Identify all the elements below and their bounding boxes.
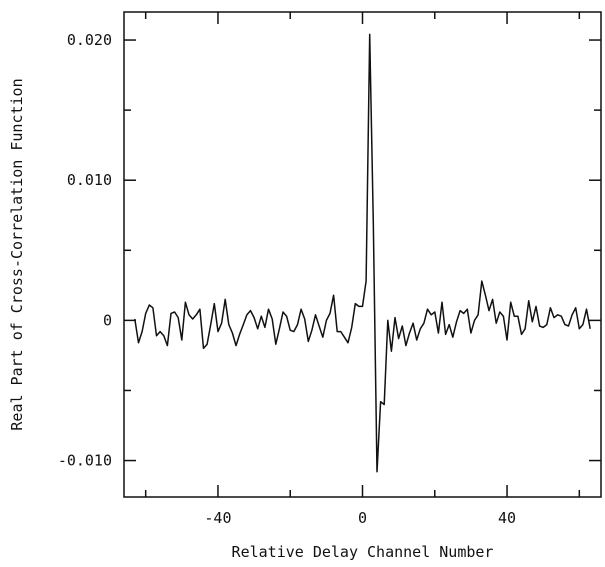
plot-frame bbox=[123, 11, 602, 498]
x-axis-title: Relative Delay Channel Number bbox=[232, 543, 494, 561]
x-tick-label: 0 bbox=[358, 509, 367, 527]
series-line bbox=[134, 33, 591, 473]
x-tick-label: 40 bbox=[498, 509, 516, 527]
x-tick-label: -40 bbox=[204, 509, 231, 527]
tick-labels-layer: -40 0 40 0.020 0.010 0 -0.010 bbox=[58, 31, 516, 527]
y-tick-label: 0.020 bbox=[67, 31, 112, 49]
ticks-layer bbox=[124, 12, 601, 497]
y-tick-label: 0.010 bbox=[67, 171, 112, 189]
y-axis-title: Real Part of Cross-Correlation Function bbox=[8, 78, 26, 430]
y-tick-label: 0 bbox=[103, 311, 112, 329]
y-tick-label: -0.010 bbox=[58, 452, 112, 470]
